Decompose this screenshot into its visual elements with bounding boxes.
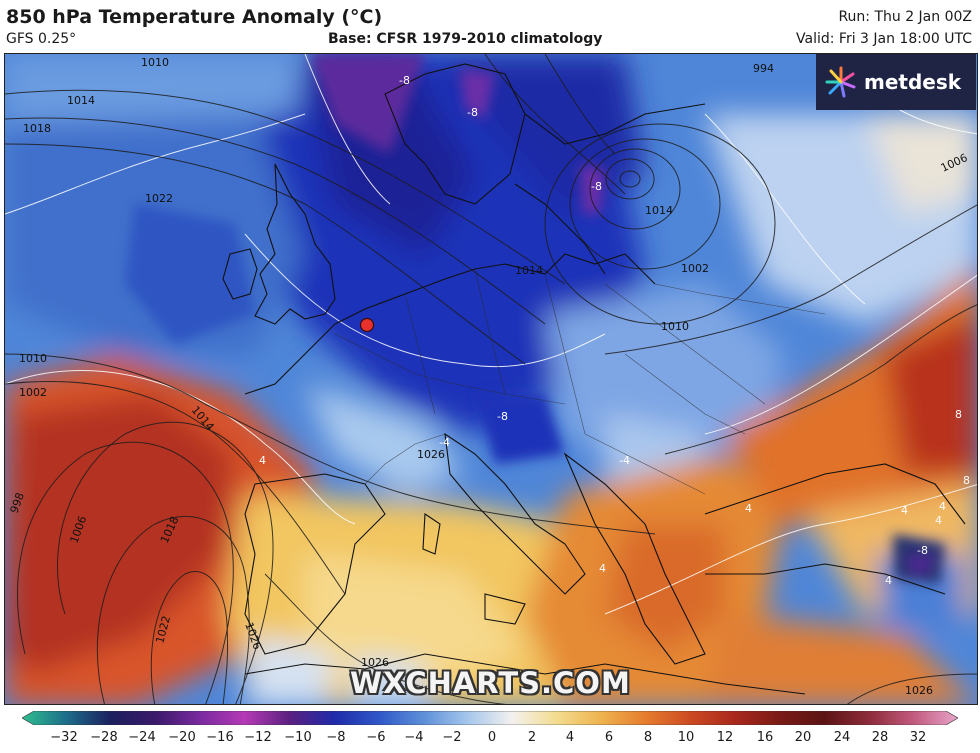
isobar-label: 1002 [19, 386, 47, 399]
colorbar-tick-label: −28 [90, 730, 118, 745]
colorbar-tick-label: 32 [909, 730, 927, 745]
colorbar-tick-label: −16 [206, 730, 234, 745]
colorbar-tick-label: 10 [677, 730, 695, 745]
isobar-label: 994 [753, 62, 774, 75]
colorbar-tick-label: −4 [404, 730, 424, 745]
isobar-label: 1002 [681, 262, 709, 275]
colorbar-tick-label: 2 [527, 730, 537, 745]
isobar-label: 1014 [515, 264, 543, 277]
map-svg: 1010 1014 1018 1022 1010 1002 998 1006 1… [5, 54, 977, 704]
anomaly-label: 4 [901, 504, 908, 517]
isobar-label: 1014 [67, 94, 95, 107]
metdesk-logo: metdesk [816, 54, 976, 110]
colorbar-tick-label: −24 [128, 730, 156, 745]
colorbar-tick-label: 12 [716, 730, 734, 745]
anomaly-label-group: -8 -8 -8 -4 -4 -8 4 4 4 -8 8 8 4 4 4 4 [259, 74, 970, 587]
header: 850 hPa Temperature Anomaly (°C) GFS 0.2… [0, 0, 980, 52]
anomaly-label: 4 [935, 514, 942, 527]
anomaly-label: 8 [963, 474, 970, 487]
anomaly-detail [125, 54, 945, 584]
anomaly-label: -8 [917, 544, 928, 557]
colorbar-tick-label: 8 [643, 730, 653, 745]
anomaly-label: -8 [467, 106, 478, 119]
anomaly-label: -8 [591, 180, 602, 193]
wxcharts-watermark: WXCHARTS.COM [350, 666, 631, 700]
valid-time-label: Valid: Fri 3 Jan 18:00 UTC [796, 31, 972, 47]
colorbar-tick-label: 24 [833, 730, 851, 745]
colorbar-tick-label: 28 [871, 730, 889, 745]
colorbar-tick-label: 4 [565, 730, 575, 745]
model-label: GFS 0.25° [6, 31, 77, 47]
borders [334, 268, 826, 495]
colorbar [22, 711, 958, 725]
isobar-label: 1018 [23, 122, 51, 135]
map-title: 850 hPa Temperature Anomaly (°C) [6, 6, 383, 28]
isobar-label: 1026 [905, 684, 933, 697]
anomaly-label: 8 [955, 408, 962, 421]
anomaly-label: -4 [619, 454, 630, 467]
colorbar-tick-label: 0 [487, 730, 497, 745]
coastlines [222, 63, 966, 695]
run-time-label: Run: Thu 2 Jan 00Z [838, 9, 972, 25]
metdesk-star-icon [824, 65, 858, 99]
anomaly-label: -4 [439, 436, 450, 449]
isobar-label: 1022 [145, 192, 173, 205]
colorbar-tick-label: −8 [326, 730, 346, 745]
colorbar-tick-label: −20 [168, 730, 196, 745]
metdesk-wordmark: metdesk [864, 70, 962, 94]
anomaly-label: 4 [599, 562, 606, 575]
location-marker [359, 317, 375, 333]
isobar-label: 1026 [417, 448, 445, 461]
isobar-label: 1014 [645, 204, 673, 217]
colorbar-tick-label: −2 [442, 730, 462, 745]
isobar-label: 1010 [19, 352, 47, 365]
anomaly-label: 4 [745, 502, 752, 515]
isobar-label: 1026 [361, 656, 389, 669]
colorbar-tick-label: −6 [366, 730, 386, 745]
colorbar-tick-label: −32 [50, 730, 78, 745]
base-climatology-label: Base: CFSR 1979-2010 climatology [328, 31, 603, 47]
colorbar-tick-label: 20 [794, 730, 812, 745]
anomaly-label: 4 [885, 574, 892, 587]
colorbar-tick-label: −10 [284, 730, 312, 745]
anomaly-label: -8 [399, 74, 410, 87]
colorbar-tick-label: 16 [756, 730, 774, 745]
colorbar-bar [22, 711, 958, 725]
colorbar-labels: −32 −28 −24 −20 −16 −12 −10 −8 −6 −4 −2 … [0, 730, 980, 750]
anomaly-label: 4 [939, 500, 946, 513]
colorbar-tick-label: 6 [604, 730, 614, 745]
isobar-label-group: 1010 1014 1018 1022 1010 1002 998 1006 1… [8, 56, 970, 697]
isobar-label: 1010 [141, 56, 169, 69]
isobar-label: 1010 [661, 320, 689, 333]
isobars [5, 54, 977, 704]
anomaly-label: 4 [259, 454, 266, 467]
anomaly-label: -8 [497, 410, 508, 423]
colorbar-tick-label: −12 [244, 730, 272, 745]
anomaly-contours [5, 54, 977, 615]
anomaly-map: 1010 1014 1018 1022 1010 1002 998 1006 1… [4, 53, 978, 705]
